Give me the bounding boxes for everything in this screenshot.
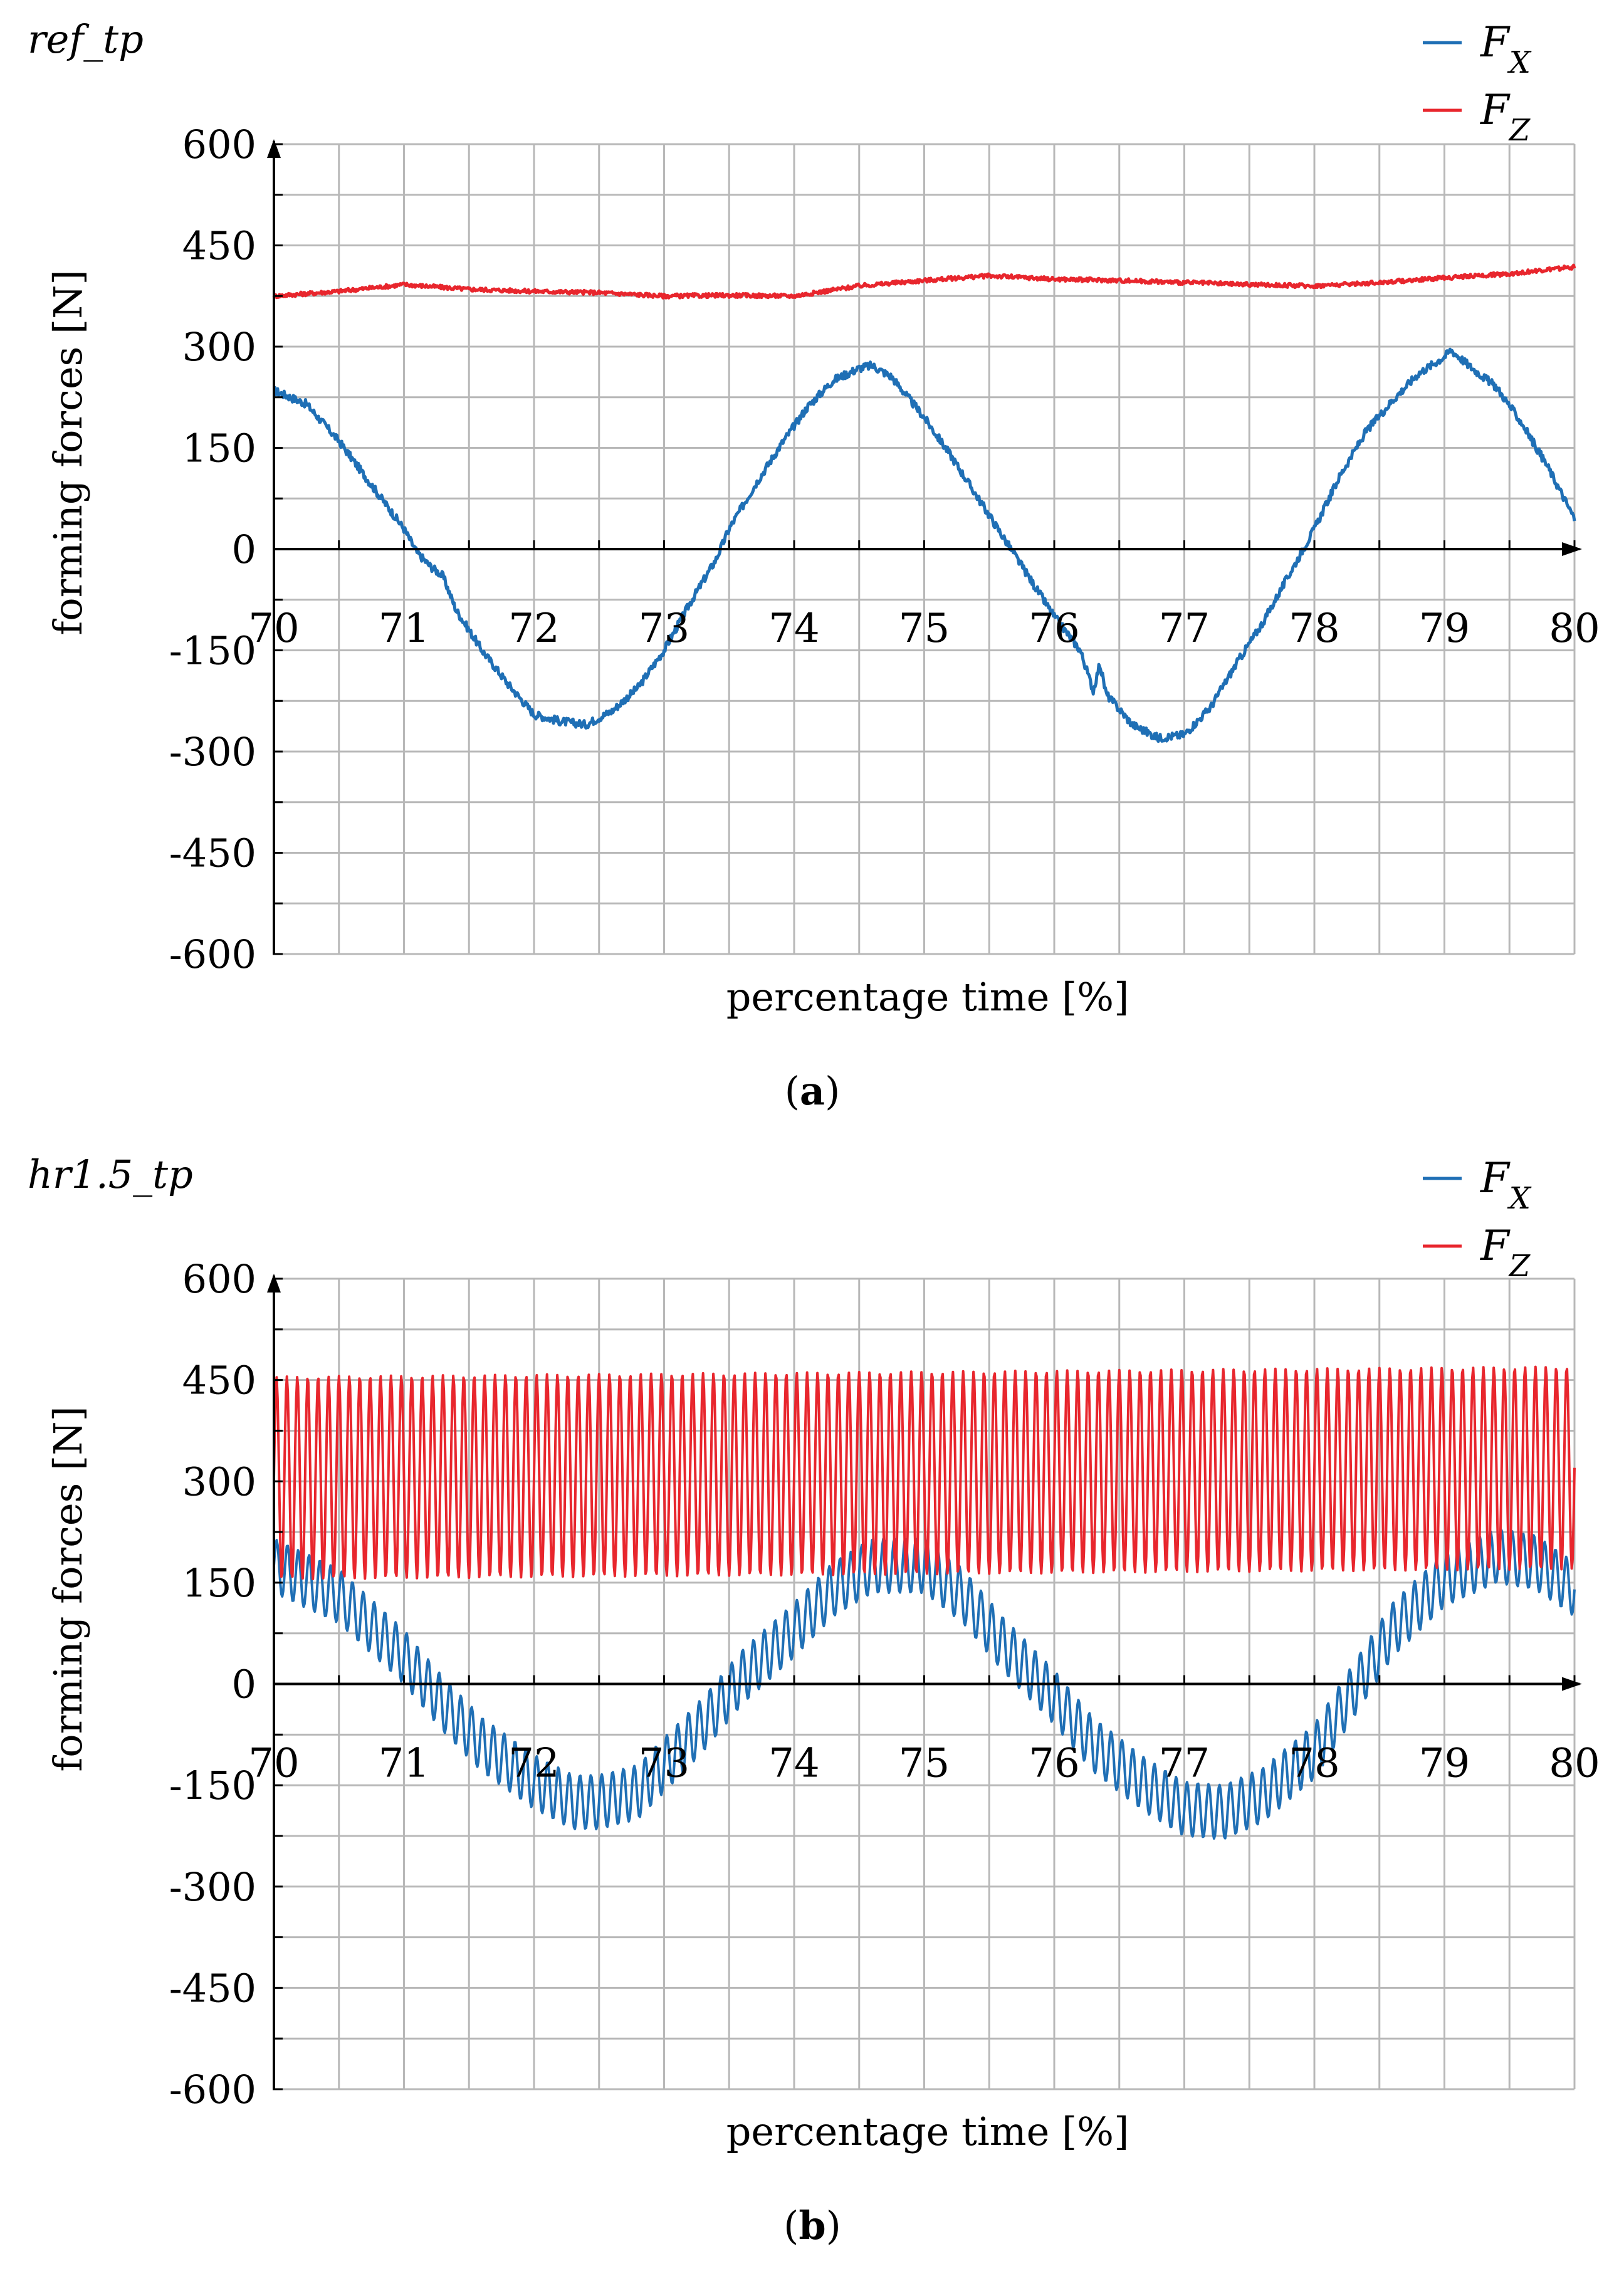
- chart-panel-a: ref_tp 600 450 300 150 0 -150 -300 -450 -600 70 71…: [28, 16, 1600, 1114]
- y-tick-label: -600: [169, 2067, 256, 2112]
- x-tick-label: 77: [1159, 606, 1210, 652]
- svg-text:(a): (a): [785, 1068, 841, 1114]
- caption: (b): [783, 2203, 841, 2248]
- y-tick-label: 150: [182, 1560, 256, 1606]
- x-tick-label: 70: [248, 1741, 299, 1787]
- series-group: [272, 263, 1576, 743]
- y-tick-label: 450: [182, 223, 256, 269]
- y-axis-arrow: [267, 1274, 281, 1293]
- panel-label: hr1.5_tp: [28, 1151, 193, 1197]
- x-tick-label: 80: [1549, 606, 1600, 652]
- svg-text:(b): (b): [783, 2203, 841, 2248]
- x-tick-label: 79: [1419, 1741, 1470, 1787]
- caption-letter: a: [800, 1068, 825, 1114]
- x-tick-label: 77: [1159, 1741, 1210, 1787]
- x-tick-label: 80: [1549, 1741, 1600, 1787]
- x-axis-label: percentage time [%]: [726, 2109, 1129, 2154]
- x-tick-label: 72: [508, 606, 559, 652]
- panel-label: ref_tp: [28, 16, 144, 62]
- y-tick-label: 300: [182, 1459, 256, 1504]
- x-tick-label: 76: [1029, 1741, 1079, 1787]
- x-tick-label: 75: [899, 1741, 950, 1787]
- axes: 600 450 300 150 0 -150 -300 -450 -600 70 71 72 73 74 7…: [169, 122, 1600, 977]
- y-tick-label: 0: [232, 1662, 256, 1707]
- x-tick-label: 74: [768, 1741, 819, 1787]
- y-axis-arrow: [267, 139, 281, 158]
- series-line-fx: [273, 347, 1576, 743]
- y-axis-label: forming forces [N]: [45, 1406, 91, 1771]
- x-tick-label: 70: [248, 606, 299, 652]
- x-axis-arrow: [1562, 542, 1582, 556]
- x-tick-label: 78: [1289, 1741, 1339, 1787]
- y-tick-label: 0: [232, 527, 256, 572]
- x-tick-label: 73: [639, 606, 689, 652]
- series-line-fz: [273, 1365, 1576, 1580]
- x-tick-label: 74: [768, 606, 819, 652]
- legend-label: FZ: [1480, 1222, 1531, 1284]
- y-tick-label: 600: [182, 1256, 256, 1302]
- series-line-fz: [272, 263, 1576, 300]
- legend-label: FX: [1480, 1154, 1532, 1216]
- y-tick-label: -300: [169, 729, 256, 775]
- y-tick-label: 150: [182, 426, 256, 471]
- y-tick-label: -150: [169, 1763, 256, 1808]
- legend-label: FZ: [1480, 86, 1531, 148]
- x-axis-arrow: [1562, 1677, 1582, 1691]
- x-tick-label: 71: [379, 1741, 429, 1787]
- y-tick-label: -300: [169, 1864, 256, 1910]
- legend-label: FX: [1480, 18, 1532, 80]
- y-axis-label: forming forces [N]: [45, 270, 91, 635]
- y-tick-label: 600: [182, 122, 256, 167]
- x-tick-label: 73: [639, 1741, 689, 1787]
- x-axis-label: percentage time [%]: [726, 974, 1129, 1020]
- x-tick-label: 75: [899, 606, 950, 652]
- y-tick-label: -150: [169, 628, 256, 674]
- y-tick-label: 300: [182, 324, 256, 370]
- x-tick-label: 72: [508, 1741, 559, 1787]
- x-tick-label: 71: [379, 606, 429, 652]
- y-tick-label: -450: [169, 1965, 256, 2011]
- x-tick-label: 79: [1419, 606, 1470, 652]
- x-tick-label: 78: [1289, 606, 1339, 652]
- axes: 600 450 300 150 0 -150 -300 -450 -600 70 71 72 73 74 7…: [169, 1256, 1600, 2112]
- chart-panel-b: hr1.5_tp 600 450 300 150 0 -150 -300 -450 -600 70…: [28, 1151, 1600, 2248]
- x-tick-label: 76: [1029, 606, 1079, 652]
- y-tick-label: -450: [169, 831, 256, 876]
- y-tick-label: -600: [169, 931, 256, 977]
- y-tick-label: 450: [182, 1358, 256, 1403]
- caption: (a): [785, 1068, 841, 1114]
- caption-letter: b: [799, 2203, 825, 2248]
